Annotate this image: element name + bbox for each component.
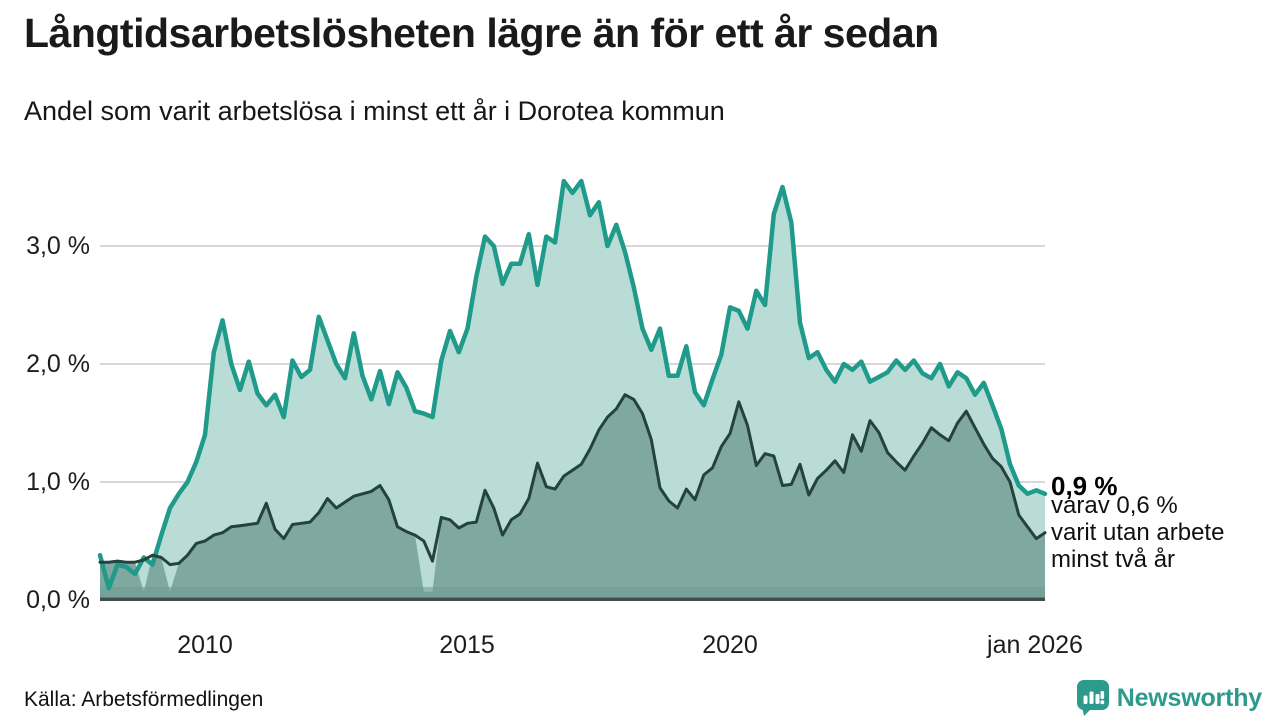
annotation-line: varit utan arbete — [1051, 519, 1225, 546]
newsworthy-logo: Newsworthy — [1076, 679, 1262, 717]
annotation-line: varav 0,6 % — [1051, 492, 1178, 519]
newsworthy-chart-bubble-icon — [1076, 679, 1110, 717]
x-tick-label: jan 2026 — [987, 631, 1083, 659]
source-note: Källa: Arbetsförmedlingen — [24, 688, 264, 711]
x-tick-label: 2015 — [439, 631, 495, 659]
y-tick-label: 2,0 % — [26, 350, 90, 378]
y-tick-label: 3,0 % — [26, 232, 90, 260]
page-title: Långtidsarbetslösheten lägre än för ett … — [24, 10, 939, 56]
annotation-text: varav 0,6 % varit utan arbete minst två … — [1051, 492, 1224, 573]
latest-value-label: 0,9 % — [1051, 471, 1118, 501]
annotation-line: minst två år — [1051, 546, 1176, 573]
y-tick-label: 0,0 % — [26, 586, 90, 614]
newsworthy-wordmark: Newsworthy — [1116, 683, 1262, 712]
x-tick-label: 2020 — [702, 631, 758, 659]
y-tick-label: 1,0 % — [26, 468, 90, 496]
x-tick-label: 2010 — [177, 631, 233, 659]
page-subtitle: Andel som varit arbetslösa i minst ett å… — [24, 96, 725, 126]
